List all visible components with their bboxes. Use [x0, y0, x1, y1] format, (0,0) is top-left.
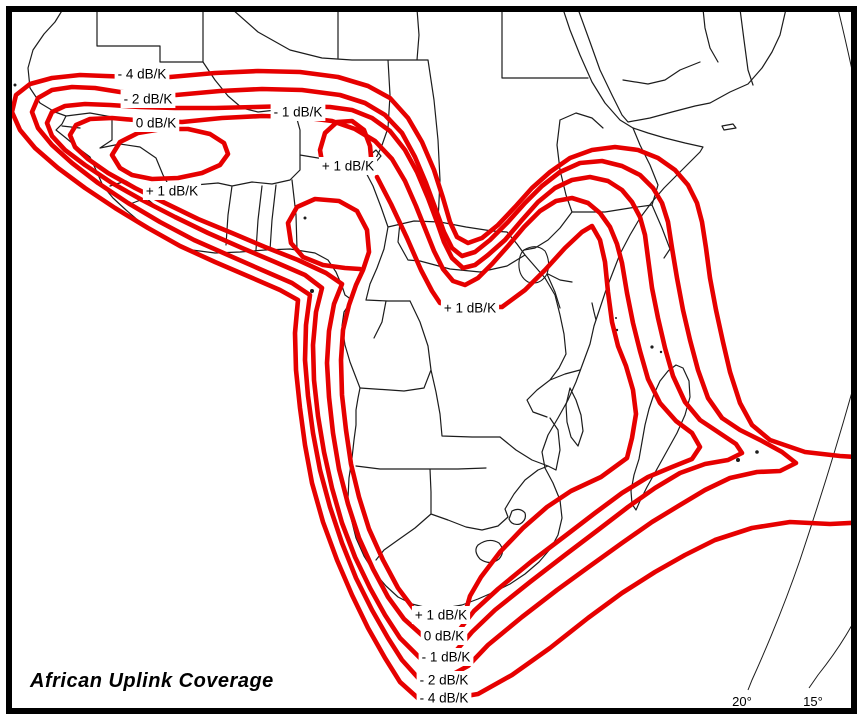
contour-label-gap — [270, 103, 326, 121]
contour-label-gap — [132, 114, 180, 132]
contour-minus-1db — [44, 101, 745, 661]
graticule-degree-label: 15° — [803, 694, 823, 709]
contour-plus-1db-west-oval — [109, 126, 231, 182]
graticule — [747, 12, 851, 691]
contour-plus-1db-main — [285, 174, 639, 617]
graticule-labels: 20° 15° — [732, 694, 823, 709]
contour-label-gap — [114, 65, 170, 83]
meridian-15deg — [808, 625, 851, 689]
contour-value-label: + 1 dB/K — [146, 184, 198, 199]
contour-label-gap — [416, 671, 472, 689]
contour-value-label: - 2 dB/K — [420, 673, 469, 688]
eswatini-border — [508, 508, 527, 526]
contour-value-label: 0 dB/K — [136, 116, 177, 131]
contour-value-label: - 4 dB/K — [420, 691, 469, 706]
contour-value-label: + 1 dB/K — [415, 608, 467, 623]
meridian-arc-top — [838, 12, 851, 68]
arabia-borders — [622, 12, 754, 86]
contour-value-label: + 1 dB/K — [322, 159, 374, 174]
arabia-coastline — [578, 12, 786, 123]
contour-label-gap — [120, 90, 176, 108]
contour-value-label: - 1 dB/K — [274, 105, 323, 120]
contour-minus-4db — [12, 68, 851, 703]
map-frame — [6, 6, 857, 714]
map-title: African Uplink Coverage — [29, 670, 274, 692]
meridian-20deg — [747, 393, 851, 691]
east-africa-borders — [523, 112, 671, 321]
madagascar-coastline — [630, 364, 691, 511]
contour-label-gap — [420, 627, 468, 645]
small-islands — [13, 83, 759, 462]
lake-victoria — [518, 246, 550, 284]
contour-value-label: - 4 dB/K — [118, 67, 167, 82]
southern-africa-borders — [355, 387, 584, 561]
contour-minus-2db — [29, 84, 799, 683]
contour-value-label: 0 dB/K — [424, 629, 465, 644]
contour-label-gap — [416, 689, 472, 707]
contour-label-gap — [418, 648, 474, 666]
contour-0db — [67, 113, 703, 640]
lesotho-border — [475, 539, 504, 564]
graticule-degree-label: 20° — [732, 694, 752, 709]
contour-label-gap — [318, 157, 378, 175]
coverage-contours — [12, 68, 851, 703]
contour-label-gap — [411, 606, 471, 624]
contour-label-gap — [440, 299, 500, 317]
contour-value-label: - 1 dB/K — [422, 650, 471, 665]
africa-basemap — [13, 12, 851, 691]
contour-value-label: - 2 dB/K — [124, 92, 173, 107]
contour-value-label: + 1 dB/K — [444, 301, 496, 316]
contour-plus-1db-chad-arc — [317, 118, 375, 171]
contour-label-gap — [142, 182, 202, 200]
contour-labels: - 4 dB/K - 2 dB/K 0 dB/K - 1 dB/K + 1 dB/K + … — [114, 65, 500, 707]
